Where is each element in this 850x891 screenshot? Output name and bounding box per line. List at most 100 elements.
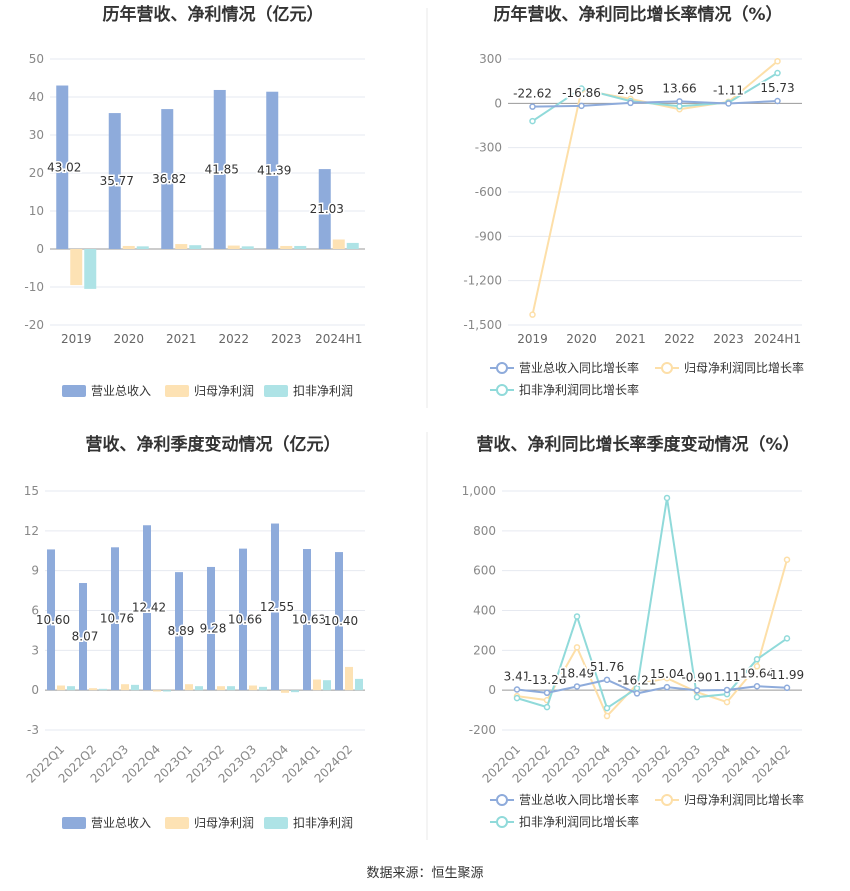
chart3-data-label: 10.63 <box>292 613 326 627</box>
chart2-data-label: -1.11 <box>713 83 744 97</box>
chart1-bar-revenue <box>266 91 279 249</box>
chart1-legend-label: 归母净利润 <box>194 384 254 398</box>
chart3-data-label: 10.66 <box>228 612 262 626</box>
chart1-data-label: 36.82 <box>152 172 186 186</box>
chart3-bar-deducted-net <box>99 688 107 691</box>
chart1-bar-parent-net <box>70 249 83 286</box>
chart4-point-revenue <box>603 676 611 684</box>
chart3-bar-deducted-net <box>227 686 235 691</box>
chart3-bar-deducted-net <box>131 684 139 691</box>
chart1-y-tick-label: 50 <box>29 52 44 66</box>
chart3-y-tick-label: 3 <box>31 643 39 657</box>
chart4-y-tick-label: 600 <box>473 564 496 578</box>
chart2-y-tick-label: 300 <box>479 52 502 66</box>
chart1-y-tick-label: 30 <box>29 128 44 142</box>
chart4-data-label: 19.64 <box>740 666 774 680</box>
chart3-bar-parent-net <box>57 685 65 691</box>
chart2-point-revenue <box>676 98 683 105</box>
chart4-data-label: 1.11 <box>714 670 741 684</box>
chart1-bar-parent-net <box>332 239 345 249</box>
chart3-y-tick-label: -3 <box>27 723 39 737</box>
chart1-x-tick-label: 2019 <box>61 332 92 346</box>
chart4-point-parent-net <box>603 712 611 720</box>
chart4-point-revenue <box>573 683 581 690</box>
chart4-data-label: -0.90 <box>681 670 712 684</box>
chart1-data-label: 41.39 <box>257 163 291 177</box>
chart3-bar-revenue <box>143 525 151 691</box>
chart3-bar-parent-net <box>153 690 161 692</box>
chart2-title: 历年营收、净利同比增长率情况（%） <box>493 4 782 25</box>
chart1-bar-parent-net <box>122 245 135 249</box>
chart3-bar-revenue <box>335 552 343 691</box>
chart3-y-tick-label: 12 <box>24 524 39 538</box>
chart3-bar-parent-net <box>121 684 129 691</box>
chart3-legend-label: 归母净利润 <box>194 816 254 830</box>
chart1-x-tick-label: 2021 <box>166 332 197 346</box>
chart1-legend-label: 扣非净利润 <box>293 384 353 398</box>
chart2-x-tick-label: 2024H1 <box>754 332 801 346</box>
chart1-bar-deducted-net <box>346 242 359 249</box>
chart3-bar-deducted-net <box>323 680 331 691</box>
chart4-data-label: 11.99 <box>770 668 804 682</box>
chart1-y-tick-label: -20 <box>24 318 44 332</box>
chart3-bar-parent-net <box>345 666 353 691</box>
chart1-x-tick-label: 2023 <box>271 332 302 346</box>
chart3-data-label: 8.07 <box>72 630 99 644</box>
chart4-legend-marker <box>496 816 508 828</box>
chart3-legend-swatch <box>264 817 288 829</box>
chart1-bar-revenue <box>318 169 331 249</box>
chart2-data-label: 15.73 <box>760 81 794 95</box>
chart2-line-revenue <box>532 100 778 108</box>
chart3-data-label: 12.55 <box>260 600 294 614</box>
chart3-bar-revenue <box>175 572 183 691</box>
chart4-point-parent-net <box>783 556 791 563</box>
chart3-legend-swatch <box>165 817 189 829</box>
chart1-legend-label: 营业总收入 <box>91 384 151 398</box>
chart4-point-revenue <box>513 686 521 693</box>
chart4-y-tick-label: -200 <box>469 723 496 737</box>
chart3-bar-parent-net <box>89 688 97 691</box>
chart4-line-parent-net <box>516 559 788 718</box>
chart3-bar-revenue <box>271 523 279 691</box>
chart3-data-label: 10.40 <box>324 614 358 628</box>
chart3-title: 营收、净利季度变动情况（亿元） <box>86 434 341 455</box>
chart3-bar-revenue <box>303 549 311 691</box>
chart4-point-parent-net <box>723 698 731 706</box>
chart4-point-deducted-net <box>663 494 671 502</box>
chart2-point-revenue <box>774 97 781 105</box>
chart2-data-label: -16.86 <box>562 86 601 100</box>
chart2-point-deducted-net <box>774 69 781 77</box>
chart1-y-tick-label: 20 <box>29 166 44 180</box>
chart2-legend-label: 归母净利润同比增长率 <box>684 360 804 375</box>
chart3-bar-deducted-net <box>291 690 299 693</box>
chart3-data-label: 12.42 <box>132 601 166 615</box>
chart4-point-parent-net <box>573 644 581 651</box>
chart4-point-revenue <box>663 683 671 691</box>
chart3-y-tick-label: 6 <box>31 604 39 618</box>
chart2-y-tick-label: -1,200 <box>463 274 502 288</box>
chart2-point-parent-net <box>529 311 536 318</box>
chart2-legend-label: 扣非净利润同比增长率 <box>519 382 639 397</box>
chart1-y-tick-label: -10 <box>24 280 44 294</box>
chart2-data-label: 2.95 <box>617 83 644 97</box>
chart1-bar-parent-net <box>227 245 240 249</box>
chart1-x-tick-label: 2022 <box>218 332 249 346</box>
chart3-bar-revenue <box>111 547 119 691</box>
chart2-y-tick-label: -1,500 <box>463 318 502 332</box>
chart3-bar-revenue <box>207 566 215 691</box>
chart4-point-revenue <box>783 684 791 692</box>
chart4-point-revenue <box>753 683 761 690</box>
chart3-data-label: 9.28 <box>200 622 227 636</box>
chart1-x-tick-label: 2024H1 <box>315 332 362 346</box>
chart1-bar-deducted-net <box>294 245 307 249</box>
chart3-legend-label: 营业总收入 <box>91 816 151 830</box>
chart4-data-label: 3.41 <box>504 669 531 683</box>
chart1-data-label: 35.77 <box>100 174 134 188</box>
chart4-data-label: 51.76 <box>590 660 624 674</box>
chart2-legend-label: 营业总收入同比增长率 <box>519 360 639 375</box>
chart2-point-deducted-net <box>529 117 536 125</box>
chart1-bar-deducted-net <box>189 245 202 249</box>
chart4-point-parent-net <box>753 663 761 670</box>
chart4-line-revenue <box>516 678 788 695</box>
